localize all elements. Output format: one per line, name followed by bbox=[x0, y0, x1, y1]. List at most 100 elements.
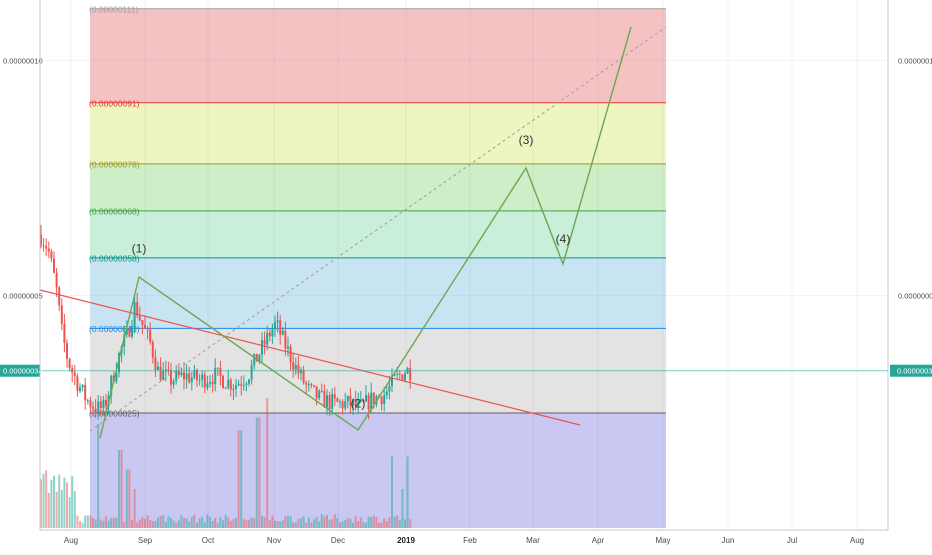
candle-body-25 bbox=[105, 400, 107, 406]
volume-bar-47 bbox=[162, 515, 165, 528]
volume-bar-131 bbox=[380, 522, 383, 528]
candle-body-133 bbox=[385, 391, 388, 396]
candle-body-137 bbox=[396, 373, 399, 375]
candle-body-70 bbox=[222, 376, 224, 388]
candle-body-89 bbox=[271, 329, 274, 337]
candle-body-138 bbox=[398, 373, 401, 375]
volume-bar-30 bbox=[118, 450, 120, 528]
volume-bar-45 bbox=[157, 517, 159, 528]
volume-bar-72 bbox=[227, 517, 230, 528]
x-tick-12: Aug bbox=[850, 536, 864, 545]
volume-bar-24 bbox=[102, 520, 105, 528]
volume-bar-127 bbox=[370, 516, 373, 528]
volume-bar-111 bbox=[328, 519, 331, 528]
candle-body-132 bbox=[383, 395, 386, 404]
candle-body-41 bbox=[146, 328, 149, 330]
fib-zone-3 bbox=[90, 210, 666, 258]
volume-bar-81 bbox=[250, 517, 253, 528]
fib-label-5: (0.00000043) bbox=[89, 324, 140, 334]
volume-bar-55 bbox=[183, 518, 185, 528]
volume-bar-41 bbox=[146, 515, 149, 528]
volume-bar-65 bbox=[209, 516, 211, 528]
candle-body-17 bbox=[84, 384, 87, 401]
candle-body-21 bbox=[94, 408, 97, 413]
volume-bar-64 bbox=[206, 514, 209, 528]
candle-body-119 bbox=[349, 395, 352, 406]
candle-body-135 bbox=[391, 375, 393, 386]
candle-body-118 bbox=[346, 395, 349, 402]
candle-body-78 bbox=[242, 384, 245, 386]
volume-bar-118 bbox=[346, 518, 349, 528]
candle-body-93 bbox=[281, 330, 284, 335]
candle-body-124 bbox=[362, 400, 365, 402]
candle-body-86 bbox=[263, 340, 266, 345]
volume-bar-67 bbox=[214, 517, 217, 528]
candle-body-54 bbox=[180, 372, 183, 376]
candle-body-85 bbox=[261, 340, 263, 355]
candle-body-56 bbox=[185, 373, 188, 380]
volume-bar-98 bbox=[294, 522, 297, 528]
volume-bar-82 bbox=[253, 518, 256, 528]
volume-bar-116 bbox=[341, 521, 344, 528]
candle-body-23 bbox=[99, 401, 102, 408]
candle-body-63 bbox=[203, 374, 206, 388]
volume-bar-56 bbox=[185, 518, 188, 528]
candle-body-35 bbox=[131, 326, 133, 337]
wave-label-3: (4) bbox=[556, 232, 571, 246]
x-tick-4: Dec bbox=[331, 536, 345, 545]
candle-body-87 bbox=[266, 332, 269, 345]
volume-bar-18 bbox=[86, 515, 89, 528]
volume-bar-19 bbox=[89, 515, 92, 528]
candle-body-95 bbox=[287, 346, 289, 349]
volume-bar-102 bbox=[305, 522, 308, 528]
candle-body-94 bbox=[284, 330, 287, 349]
wave-labels: (1)(2)(3)(4)(5) bbox=[132, 133, 571, 410]
candle-body-51 bbox=[172, 380, 175, 385]
candle-body-3 bbox=[47, 248, 50, 252]
volume-bar-17 bbox=[84, 515, 87, 528]
fib-label-2: (0.00000078) bbox=[89, 159, 140, 169]
candle-body-101 bbox=[302, 369, 305, 383]
current-price-label-left: 0.00000034 bbox=[3, 367, 43, 376]
volume-bar-12 bbox=[71, 476, 74, 528]
volume-bar-109 bbox=[323, 516, 326, 528]
current-price-tag-left bbox=[0, 364, 40, 377]
candle-body-115 bbox=[339, 401, 341, 403]
volume-bar-3 bbox=[47, 492, 50, 528]
x-tick-7: Mar bbox=[526, 536, 540, 545]
candle-body-8 bbox=[60, 305, 63, 324]
y-tick-left-0: 0.00000005 bbox=[3, 292, 43, 301]
candle-body-29 bbox=[115, 372, 118, 382]
candle-body-90 bbox=[274, 322, 276, 330]
candle-body-34 bbox=[128, 328, 131, 337]
volume-bar-110 bbox=[326, 514, 328, 528]
volume-bar-113 bbox=[333, 514, 336, 528]
candle-body-134 bbox=[388, 385, 391, 392]
candle-body-92 bbox=[279, 320, 282, 335]
candle-body-14 bbox=[76, 376, 79, 392]
candle-body-20 bbox=[92, 407, 94, 409]
volume-bar-107 bbox=[318, 521, 321, 528]
fib-zone-2 bbox=[90, 163, 666, 211]
volume-bar-5 bbox=[53, 475, 55, 528]
volume-bar-46 bbox=[159, 515, 162, 528]
volume-bar-26 bbox=[107, 520, 110, 528]
volume-bars bbox=[40, 398, 412, 528]
candle-body-6 bbox=[55, 272, 58, 288]
volume-bar-129 bbox=[375, 516, 378, 528]
candle-body-76 bbox=[237, 384, 240, 386]
volume-bar-103 bbox=[307, 517, 310, 528]
volume-bar-80 bbox=[248, 519, 250, 528]
x-tick-3: Nov bbox=[267, 536, 281, 545]
volume-bar-6 bbox=[55, 491, 58, 528]
candle-body-60 bbox=[196, 369, 198, 381]
volume-bar-36 bbox=[133, 489, 136, 528]
volume-bar-134 bbox=[388, 517, 391, 528]
volume-bar-137 bbox=[396, 515, 399, 528]
volume-bar-92 bbox=[279, 521, 282, 528]
candle-body-136 bbox=[393, 374, 396, 376]
x-tick-5: 2019 bbox=[397, 536, 415, 545]
candle-body-64 bbox=[206, 383, 209, 388]
candle-body-111 bbox=[328, 395, 331, 409]
volume-bar-78 bbox=[242, 519, 245, 528]
